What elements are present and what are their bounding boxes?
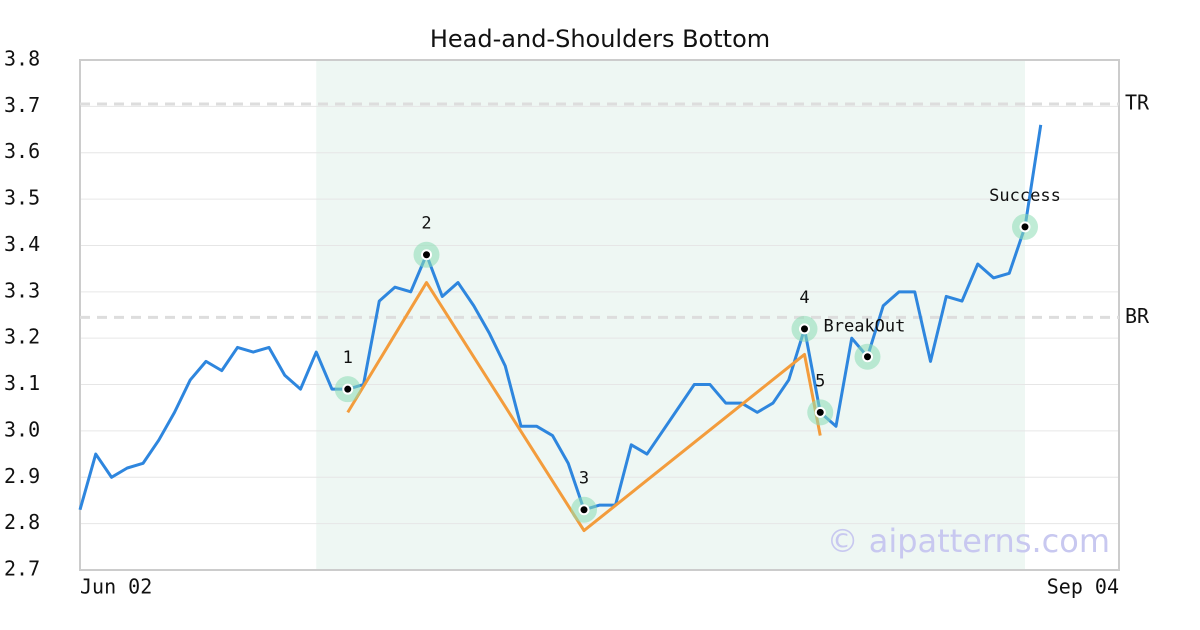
y-tick-label: 3.1 <box>4 371 40 395</box>
x-tick-label: Jun 02 <box>80 575 152 599</box>
watermark: © aipatterns.com <box>827 522 1110 560</box>
point-dot <box>862 351 873 363</box>
point-label: 5 <box>815 371 825 391</box>
pattern-region <box>316 60 1025 570</box>
chart-title: Head-and-Shoulders Bottom <box>430 25 770 53</box>
y-tick-label: 2.9 <box>4 464 40 488</box>
point-dot <box>342 383 354 395</box>
level-label: BR <box>1125 304 1150 328</box>
y-tick-label: 3.5 <box>4 186 40 210</box>
point-label: 1 <box>343 348 353 368</box>
point-label: 4 <box>799 288 809 308</box>
y-tick-label: 3.2 <box>4 325 40 349</box>
x-tick-label: Sep 04 <box>1047 575 1119 599</box>
y-tick-label: 3.6 <box>4 139 40 163</box>
y-tick-label: 3.4 <box>4 232 40 256</box>
point-dot <box>578 504 590 516</box>
y-tick-label: 3.8 <box>4 47 40 71</box>
plot-frame <box>79 59 1120 571</box>
point-label: 3 <box>579 469 589 489</box>
y-tick-label: 2.7 <box>4 557 40 581</box>
level-label: TR <box>1125 91 1150 115</box>
point-label: Success <box>989 186 1061 206</box>
point-dot <box>421 249 432 261</box>
price-line <box>78 124 1043 512</box>
y-tick-label: 3.3 <box>4 278 40 302</box>
y-tick-label: 3.7 <box>4 93 40 117</box>
point-dot <box>814 406 826 418</box>
point-label: BreakOut <box>824 317 906 337</box>
y-tick-label: 3.0 <box>4 417 40 441</box>
pattern-line <box>346 281 822 533</box>
point-dot <box>1019 221 1031 233</box>
point-label: 2 <box>421 214 431 234</box>
y-tick-label: 2.8 <box>4 510 40 534</box>
point-dot <box>799 323 810 335</box>
